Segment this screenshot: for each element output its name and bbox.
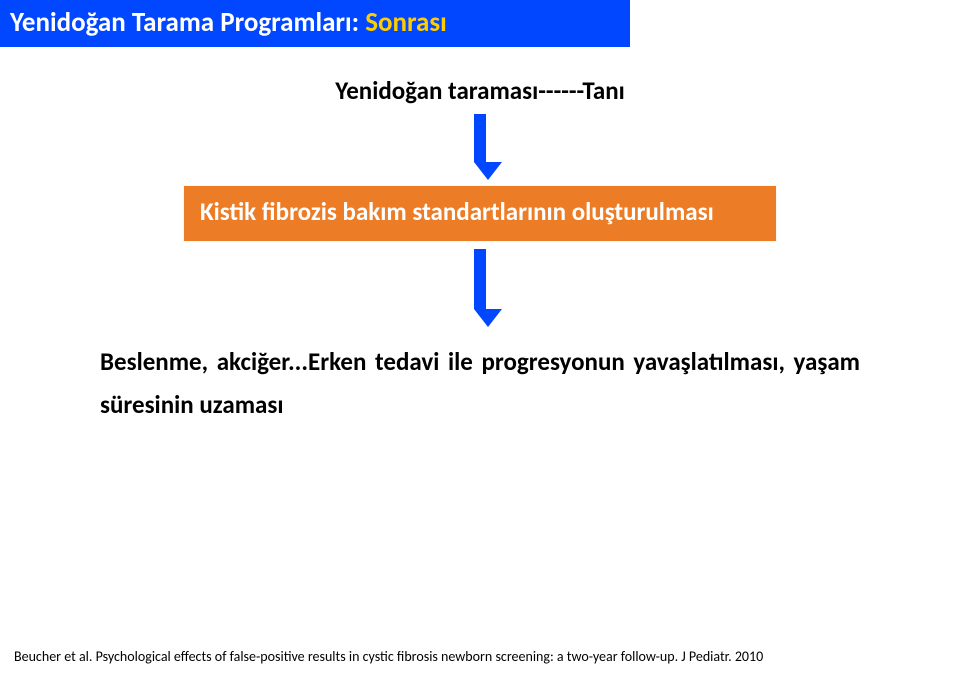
citation: Beucher et al. Psychological effects of … (14, 648, 763, 665)
title-bar: Yenidoğan Tarama Programları: Sonrası (0, 0, 630, 47)
arrow-shaft-1 (474, 114, 486, 162)
arrow-head-1 (474, 162, 502, 180)
arrow-shaft-2 (474, 249, 486, 309)
title-part2: Sonrası (365, 6, 447, 39)
body-text: Beslenme, akciğer...Erken tedavi ile pro… (100, 341, 860, 426)
arrow-1 (474, 114, 486, 180)
title-part1: Yenidoğan Tarama Programları: (10, 6, 365, 39)
arrow-2 (474, 249, 486, 327)
arrow-head-2 (474, 309, 502, 327)
standards-box: Kistik fibrozis bakım standartlarının ol… (184, 186, 776, 241)
subtitle: Yenidoğan taraması------Tanı (0, 75, 960, 106)
